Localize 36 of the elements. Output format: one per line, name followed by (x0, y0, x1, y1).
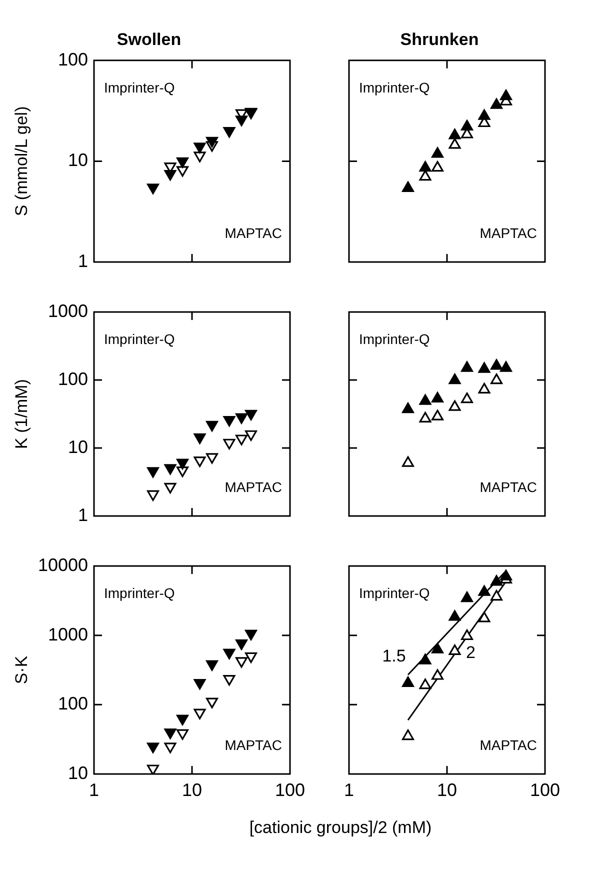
y-tick-label: 1000 (48, 624, 88, 644)
annotation: Imprinter-Q (359, 79, 430, 96)
y-tick-label: 1000 (48, 300, 88, 321)
y-tick-label: 100 (58, 49, 88, 70)
annotation: MAPTAC (480, 736, 537, 753)
y-tick-label: 10 (68, 150, 88, 170)
x-tick-label: 100 (530, 780, 560, 800)
annotation: MAPTAC (224, 478, 282, 495)
x-tick-label: 10 (436, 780, 458, 800)
chart-title: Swollen (116, 30, 182, 49)
y-tick-label: 100 (58, 368, 88, 389)
y-tick-label: 1 (78, 250, 88, 271)
y-tick-label: 1 (78, 504, 88, 525)
annotation: Imprinter-Q (104, 584, 175, 601)
annotation: Imprinter-Q (104, 330, 175, 347)
x-tick-label: 100 (274, 780, 306, 800)
annotation: Imprinter-Q (104, 79, 175, 96)
annotation: Imprinter-Q (359, 330, 430, 347)
y-axis-title: K (1/mM) (12, 379, 31, 449)
series-label: 2 (466, 642, 476, 662)
annotation: MAPTAC (480, 224, 537, 241)
x-tick-label: 10 (182, 780, 202, 800)
y-tick-label: 10 (68, 762, 88, 783)
y-axis-title: S·K (12, 655, 31, 684)
annotation: MAPTAC (480, 478, 537, 495)
annotation: Imprinter-Q (359, 584, 430, 601)
annotation: MAPTAC (224, 736, 282, 753)
chart-title: Shrunken (400, 30, 479, 49)
y-tick-label: 100 (58, 694, 88, 714)
y-tick-label: 10 (68, 436, 88, 457)
x-axis-title: [cationic groups]/2 (mM) (248, 818, 433, 838)
y-tick-label: 10000 (38, 554, 88, 575)
y-axis-title: S (mmol/L gel) (12, 106, 31, 216)
x-tick-label: 1 (344, 780, 354, 800)
series-label: 1.5 (382, 646, 406, 666)
annotation: MAPTAC (224, 224, 282, 241)
